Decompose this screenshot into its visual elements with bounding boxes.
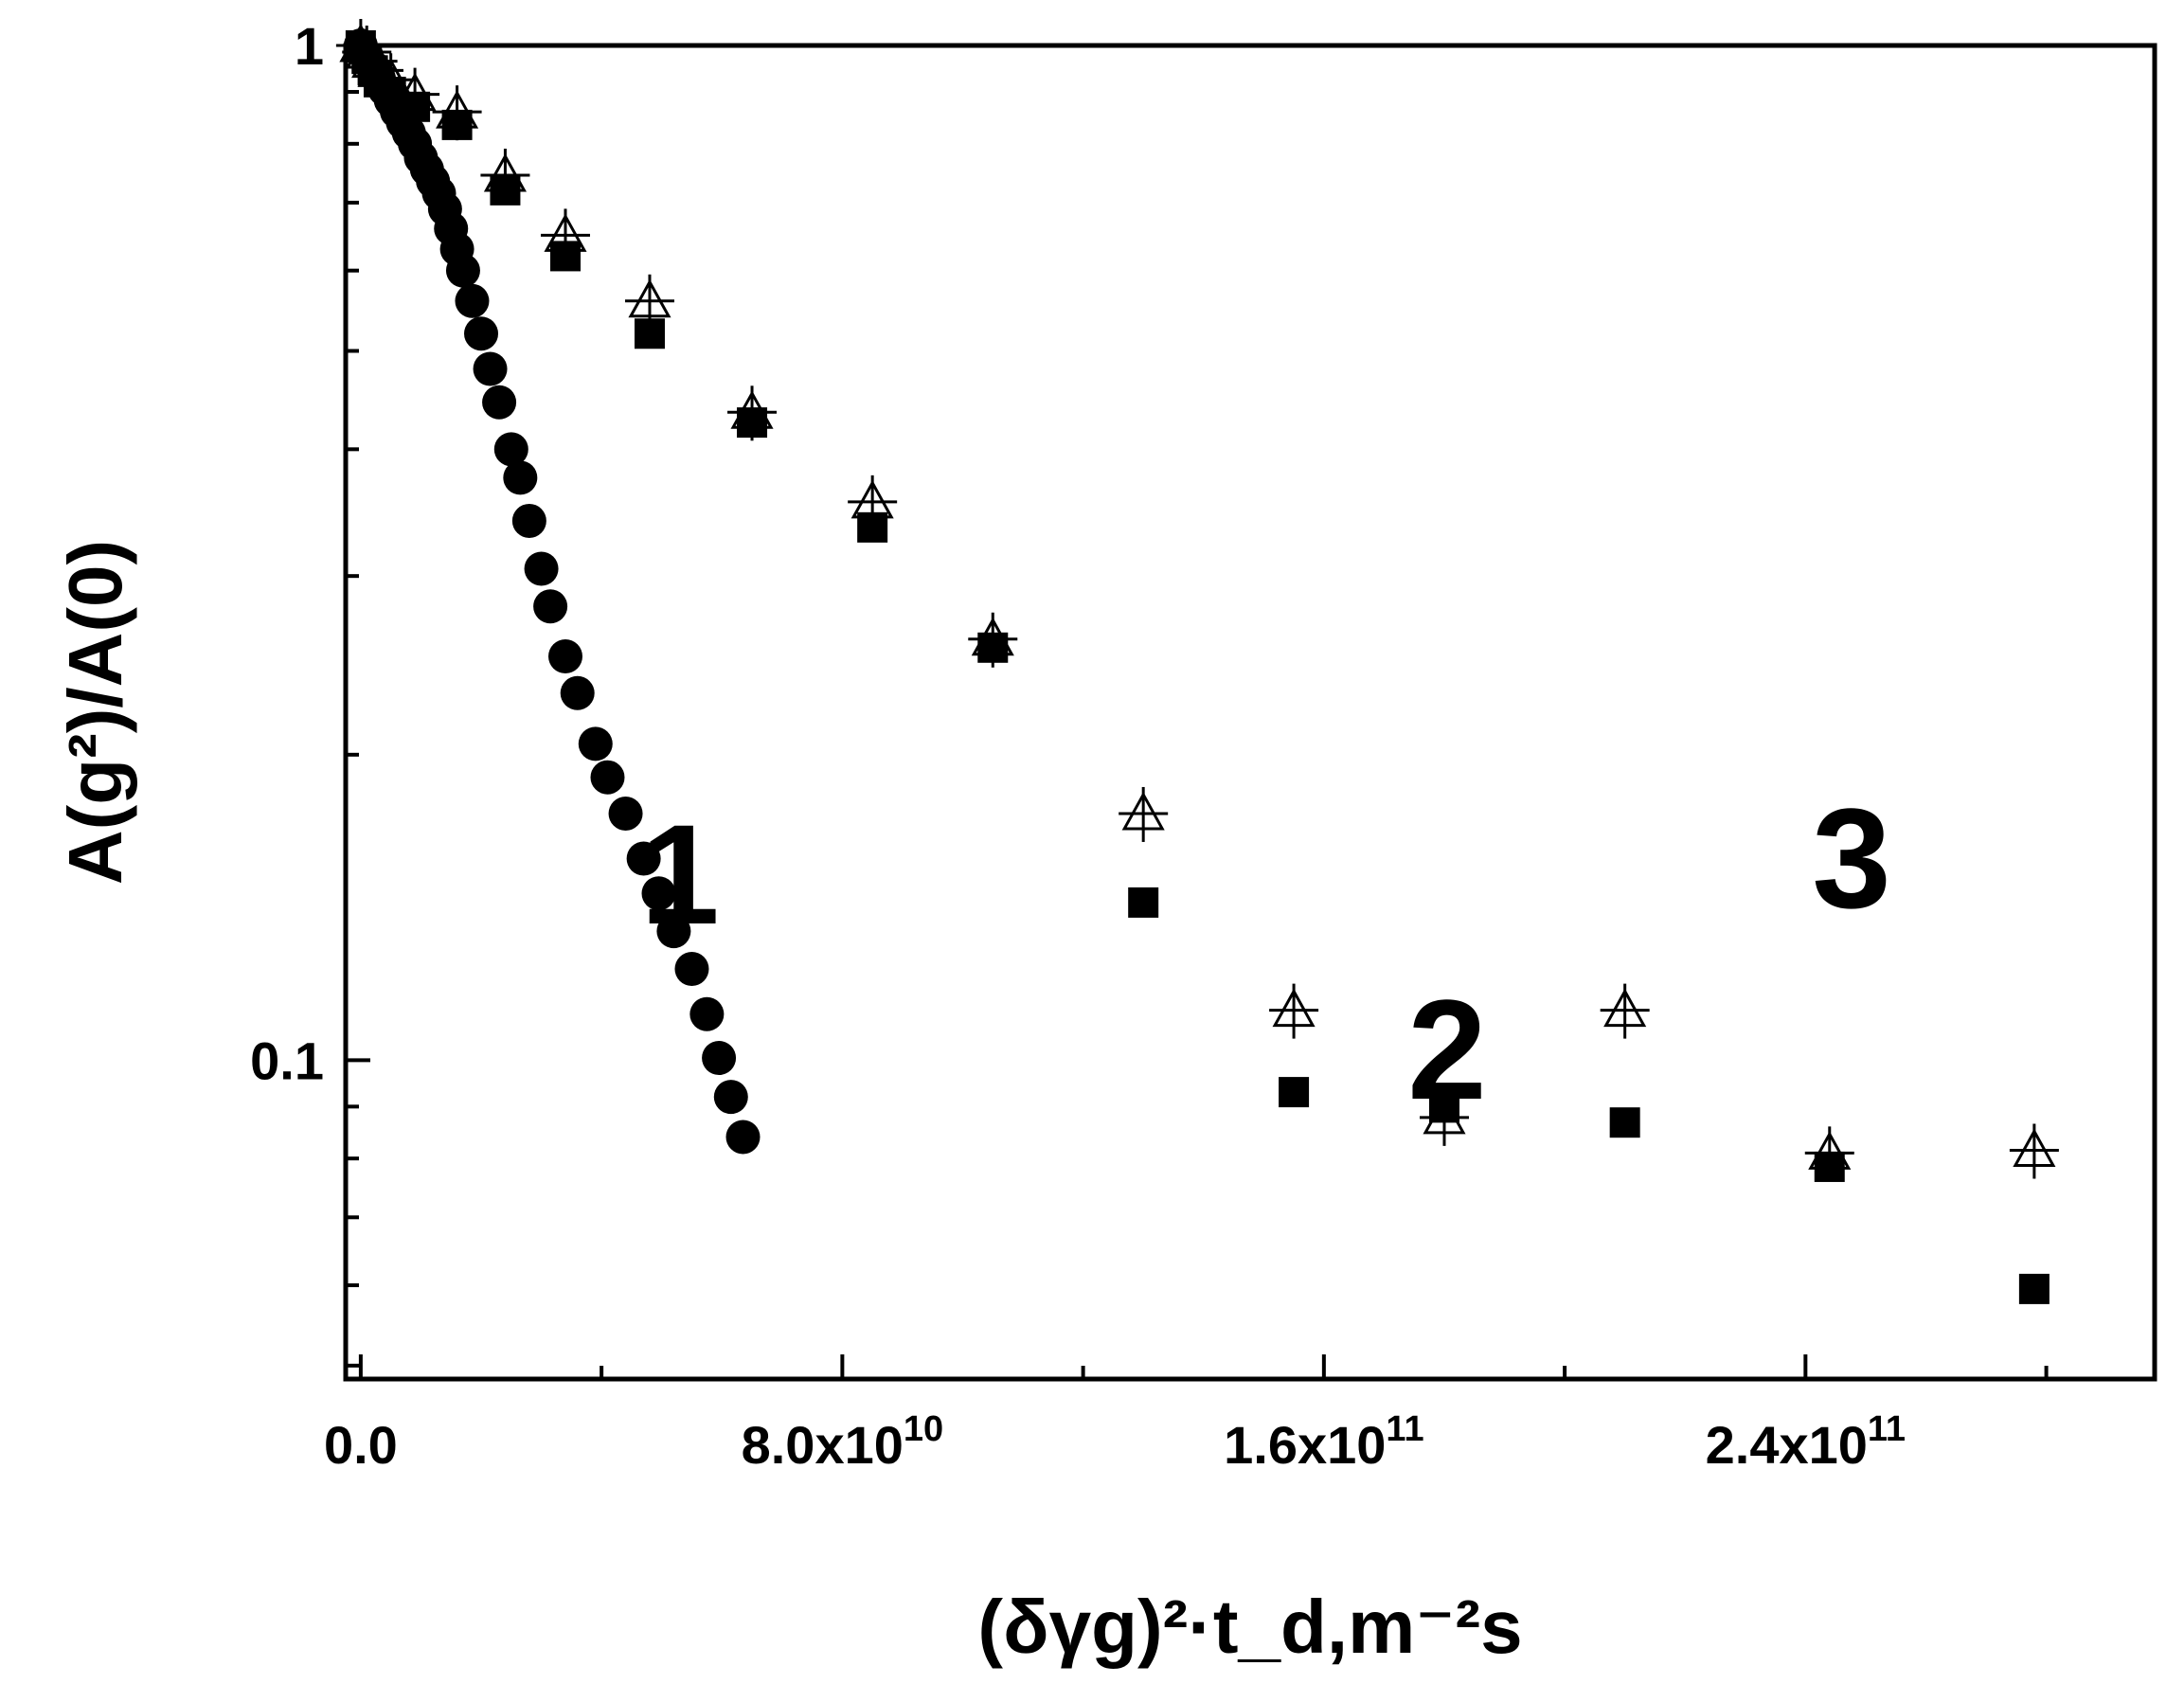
plot-frame [343,43,2157,1382]
series-label-3: 3 [1812,779,1890,938]
data-point-circle [702,1041,737,1076]
series-layer [335,19,2059,1304]
series-2 [345,30,2050,1304]
data-point-square [1609,1107,1640,1138]
y-tick-label: 1 [295,16,324,76]
data-point-circle [547,639,582,674]
x-axis-title: (δγg)²·t_d,m⁻²s [977,1585,1522,1669]
data-point-circle [590,760,625,795]
x-tick-label: 8.0x1010 [742,1409,944,1475]
data-point-circle [482,385,517,420]
series-1 [343,28,761,1155]
ticks-layer: 0.0 8.0x1010 1.6x1011 2.4x1011 1 0.1 [250,16,2049,1475]
series-label-2: 2 [1407,970,1486,1129]
x-tick-label-exponent: 10 [904,1409,943,1449]
x-tick-label-exponent: 11 [1868,1409,1906,1449]
data-point-square [2018,1273,2050,1304]
x-tick-label: 2.4x1011 [1706,1409,1906,1475]
x-tick-label-exponent: 11 [1386,1409,1423,1449]
data-point-circle [626,841,661,876]
data-point-square [1128,887,1159,918]
x-tick-label: 1.6x1011 [1224,1409,1423,1475]
data-point-circle [533,589,568,624]
data-point-circle [725,1120,761,1155]
data-point-circle [455,283,490,318]
data-point-circle [511,503,546,538]
data-point-square [1279,1077,1310,1108]
data-point-circle [524,551,559,586]
data-point-circle [641,876,676,911]
data-point-circle [560,675,595,710]
data-point-circle [445,253,480,288]
series-3 [335,19,2059,1182]
series-label-1: 1 [640,795,719,954]
data-point-circle [689,996,725,1031]
data-point-circle [608,796,643,831]
data-point-circle [656,914,691,949]
data-point-circle [674,952,709,987]
data-point-circle [493,432,528,467]
data-point-circle [473,351,508,386]
data-point-circle [578,726,613,761]
x-tick-label: 0.0 [324,1415,398,1475]
y-axis-title: A(g²)/A(0) [53,540,137,885]
y-tick-label: 0.1 [250,1030,324,1090]
data-point-circle [713,1080,748,1115]
data-point-circle [503,460,538,495]
data-point-circle [464,316,499,351]
